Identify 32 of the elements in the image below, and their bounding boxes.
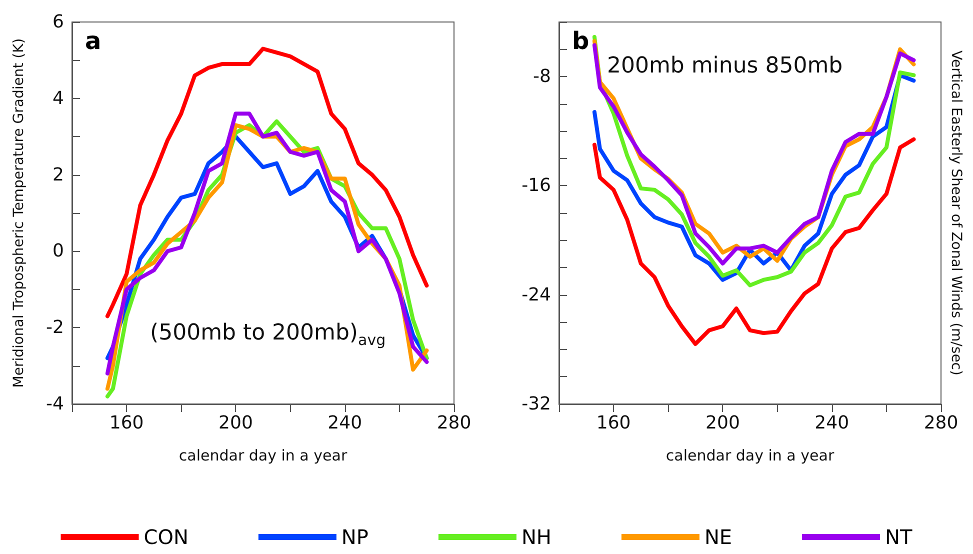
- y-tick-label: 6: [52, 12, 64, 32]
- chart-title: b: [572, 27, 590, 55]
- annotation: 200mb minus 850mb: [607, 54, 843, 78]
- x-tick-label: 200: [706, 412, 740, 434]
- legend-label: NT: [885, 525, 914, 549]
- x-tick-label: 280: [924, 412, 958, 434]
- legend-label: NP: [341, 525, 368, 549]
- y-tick-label: -32: [522, 394, 551, 414]
- legend-label: NH: [521, 525, 552, 549]
- line-series: [105, 46, 429, 318]
- legend-label: NE: [704, 525, 732, 549]
- chart-title: a: [85, 27, 102, 55]
- y-axis-title: Meridional Tropospheric Temperature Gradient (K): [11, 38, 27, 388]
- y-tick-label: -8: [533, 66, 551, 88]
- x-tick-label: 200: [218, 412, 253, 434]
- y-tick-label: -2: [46, 317, 64, 338]
- y-tick-label: 2: [52, 164, 64, 186]
- x-axis-title: calendar day in a year: [666, 446, 835, 464]
- x-tick-label: 280: [436, 412, 472, 434]
- y-tick-label: -16: [522, 175, 551, 196]
- y-tick-label: 4: [52, 88, 64, 109]
- legend-label: CON: [144, 525, 188, 549]
- y-tick-label: 0: [52, 240, 64, 262]
- y-tick-label: -4: [46, 394, 64, 414]
- y-tick-label: -24: [522, 284, 551, 306]
- line-series: [592, 137, 916, 346]
- x-axis-title: calendar day in a year: [178, 446, 348, 464]
- x-tick-label: 240: [328, 412, 362, 434]
- y-axis-title: Vertical Easterly Shear of Zonal Winds (m/sec): [948, 50, 964, 376]
- x-tick-label: 160: [109, 412, 144, 434]
- x-tick-label: 240: [814, 412, 850, 434]
- x-tick-label: 160: [596, 412, 631, 434]
